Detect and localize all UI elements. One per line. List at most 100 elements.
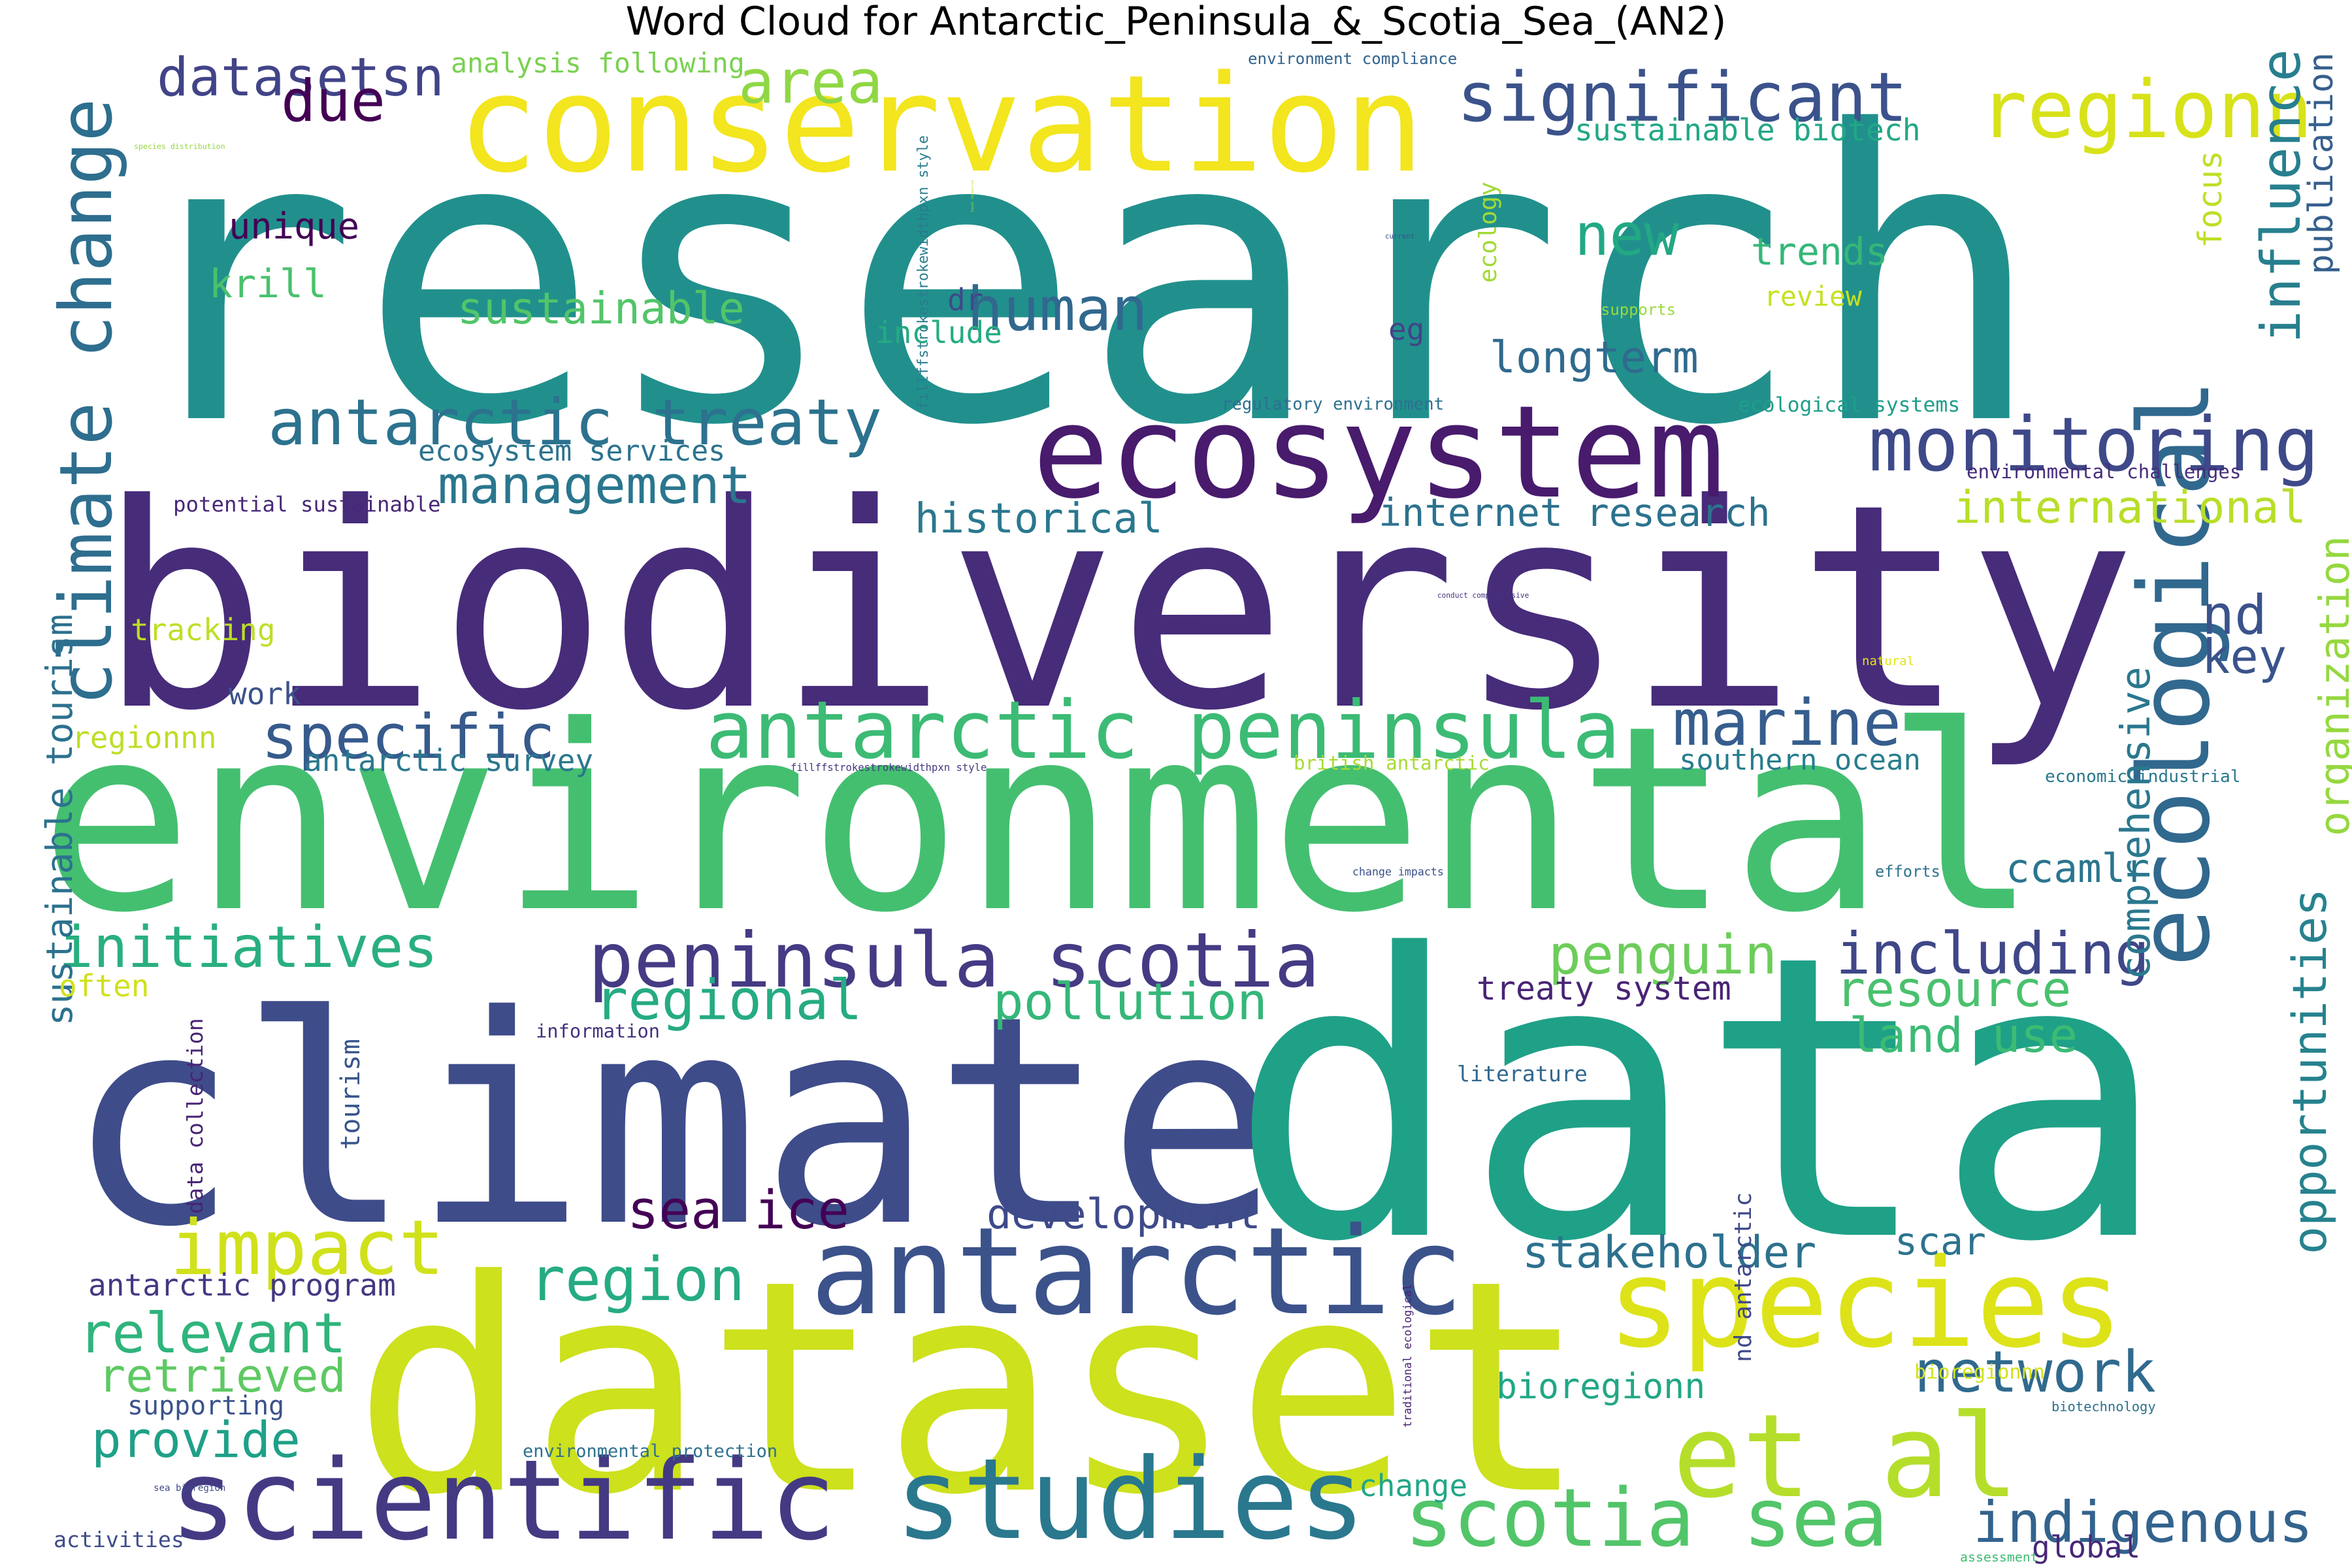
cloud-word: impact	[170, 1204, 444, 1292]
chart-title: Word Cloud for Antarctic_Peninsula_&_Sco…	[625, 0, 1727, 44]
cloud-word: human	[967, 274, 1148, 344]
cloud-word: southern ocean	[1679, 743, 1921, 777]
cloud-word: ccamlr	[2006, 845, 2149, 892]
cloud-word: supporting	[127, 1391, 284, 1421]
cloud-word: management	[438, 455, 751, 515]
cloud-word: studies	[895, 1435, 1365, 1565]
cloud-word: monitoring	[1869, 402, 2319, 489]
cloud-word: sustainable tourism	[39, 614, 80, 1026]
cloud-word: natural	[1862, 654, 1914, 668]
cloud-word: antarctic survey	[304, 743, 593, 778]
cloud-word: assessment	[1960, 1550, 2038, 1565]
cloud-word: new	[1575, 201, 1680, 269]
cloud-word: antarctic	[810, 1201, 1463, 1342]
cloud-word: initiatives	[59, 914, 438, 981]
cloud-word: information	[536, 1020, 660, 1042]
cloud-word: fillffstrokestrokewidthpxn style	[915, 135, 932, 410]
cloud-word: organization	[2311, 536, 2352, 836]
cloud-word: unique	[229, 206, 359, 248]
cloud-word: traditional ecological	[1401, 1284, 1414, 1428]
cloud-word: resource	[1836, 961, 2071, 1018]
cloud-word: include	[875, 315, 1002, 350]
cloud-word: sea ice	[627, 1180, 849, 1241]
cloud-word: treaty system	[1477, 970, 1731, 1007]
cloud-word: sustainable	[457, 283, 745, 334]
cloud-word: penguin	[1548, 923, 1777, 987]
cloud-word: potential sustainable	[173, 492, 441, 517]
cloud-word: tracking	[131, 612, 276, 647]
cloud-word: due	[281, 67, 385, 135]
cloud-word: literature	[1457, 1061, 1588, 1086]
cloud-word: marine	[1673, 686, 1901, 760]
cloud-word: datasetsn	[157, 47, 444, 108]
cloud-word: eg	[1388, 312, 1424, 347]
cloud-word: historical	[915, 494, 1163, 542]
cloud-word: change	[1359, 1468, 1467, 1503]
cloud-word: local resources	[971, 180, 975, 212]
cloud-word: change impacts	[1352, 866, 1444, 878]
cloud-word: tourism	[335, 1039, 366, 1150]
cloud-word: climate change	[45, 98, 129, 706]
cloud-word: antarctic program	[88, 1267, 396, 1303]
cloud-word: trends	[1751, 229, 1888, 274]
cloud-word: bioregionnn	[1914, 1361, 2045, 1384]
cloud-word: et al	[1673, 1390, 2019, 1524]
cloud-word: biodiversity	[98, 444, 2136, 772]
cloud-word: ecological	[2118, 379, 2232, 967]
cloud-word: area	[738, 47, 883, 117]
cloud-word: environmental protection	[523, 1441, 777, 1462]
cloud-word: conduct comprehensive	[1437, 591, 1529, 600]
cloud-word: stakeholder	[1522, 1227, 1816, 1279]
cloud-word: region	[529, 1245, 745, 1315]
cloud-word: development	[987, 1190, 1261, 1238]
cloud-word: sustainable biotech	[1575, 112, 1921, 148]
cloud-word: regionnn	[72, 720, 217, 755]
cloud-word: peninsula scotia	[588, 917, 1320, 1005]
cloud-word: british antarctic	[1294, 752, 1490, 774]
cloud-word: regional	[595, 968, 862, 1033]
cloud-word: analysis following	[451, 47, 745, 79]
cloud-word: antarctic peninsula	[706, 683, 1620, 777]
cloud-word: environmental challenges	[1967, 461, 2241, 483]
cloud-word: scotia sea	[1405, 1471, 1888, 1565]
cloud-word: activities	[54, 1527, 184, 1552]
cloud-word: often	[59, 968, 149, 1004]
cloud-word: ecology	[1474, 182, 1502, 283]
cloud-word: krill	[209, 261, 327, 307]
cloud-word: environmental	[39, 672, 2038, 969]
cloud-word: land use	[1849, 1009, 2078, 1064]
cloud-word: key	[2202, 629, 2287, 684]
cloud-word: publication	[2302, 52, 2341, 274]
cloud-word: dataset	[353, 1218, 1588, 1559]
cloud-word: influence	[2249, 49, 2313, 343]
cloud-word: specific	[261, 702, 555, 773]
cloud-word: regulatory environment	[1222, 395, 1444, 414]
cloud-word: antarctic treaty	[268, 385, 882, 460]
cloud-word: current	[1385, 232, 1414, 240]
cloud-word: indigenous	[1973, 1490, 2313, 1556]
cloud-word: biotechnology	[2051, 1399, 2156, 1414]
cloud-word: comprehensive	[2113, 666, 2159, 980]
cloud-word: relevant	[78, 1301, 346, 1366]
cloud-word: review	[1764, 280, 1862, 312]
cloud-word: sea bioregion	[154, 1483, 225, 1494]
cloud-word: dr	[947, 282, 983, 318]
cloud-word: longterm	[1490, 332, 1699, 383]
cloud-word: research	[118, 47, 2045, 513]
cloud-word: scientific	[170, 1436, 836, 1565]
cloud-word: data collection	[182, 1018, 208, 1214]
cloud-word: network	[1914, 1339, 2156, 1405]
cloud-word: global	[2032, 1529, 2140, 1565]
cloud-word: economic industrial	[2045, 767, 2241, 787]
cloud-word: internet research	[1379, 491, 1771, 535]
cloud-word: data	[1228, 873, 2169, 1328]
cloud-word: opportunities	[2283, 889, 2337, 1254]
cloud-word: regionn	[1980, 64, 2313, 156]
cloud-word: work	[229, 676, 301, 711]
cloud-word: retrieved	[98, 1349, 346, 1403]
cloud-word: environment compliance	[1248, 50, 1457, 68]
cloud-word: nd	[2202, 583, 2267, 647]
cloud-word: supports	[1601, 301, 1676, 319]
cloud-word: fillffstrokestrokewidthpxn style	[791, 762, 987, 774]
